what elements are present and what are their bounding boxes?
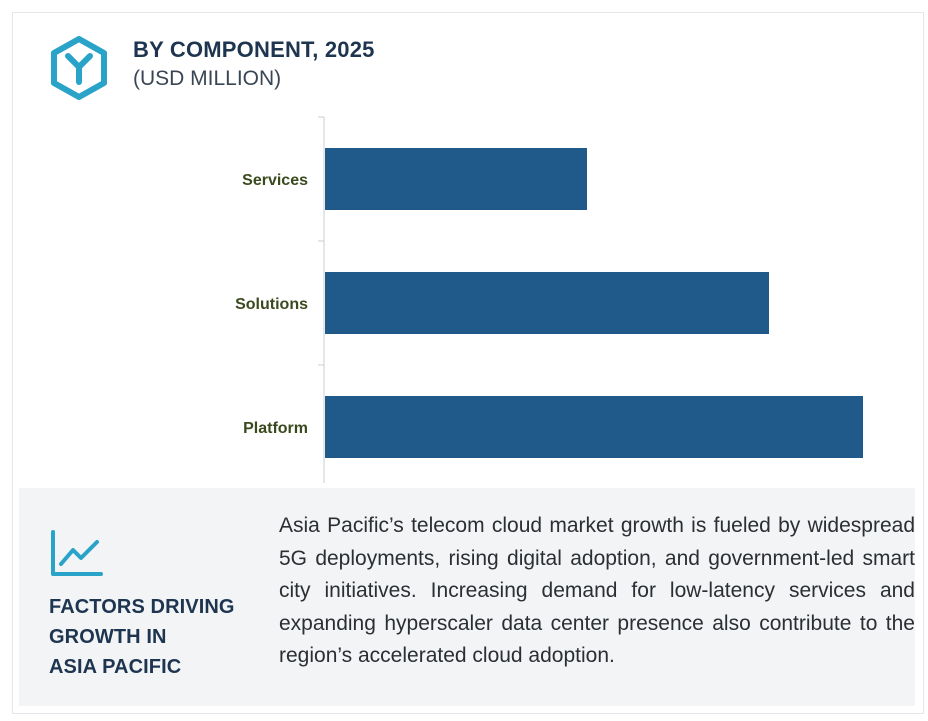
bar-platform [325,396,863,458]
bar-services [325,148,587,210]
factors-title-line-3: ASIA PACIFIC [49,656,182,678]
bar-chart-svg: Services Solutions Platform [235,116,863,483]
chart-subtitle: (USD MILLION) [133,67,282,90]
chart-header: BY COMPONENT, 2025 (USD MILLION) [49,35,649,115]
factors-title-line-1: FACTORS DRIVING [49,596,235,618]
factors-description: Asia Pacific’s telecom cloud market grow… [279,514,915,667]
factors-title: FACTORS DRIVING GROWTH IN ASIA PACIFIC [49,592,259,682]
category-label-solutions: Solutions [235,296,308,313]
hexagon-y-logo-icon [49,35,109,101]
factors-panel: FACTORS DRIVING GROWTH IN ASIA PACIFIC A… [19,488,915,706]
bar-chart: Services Solutions Platform [13,113,923,483]
chart-card: BY COMPONENT, 2025 (USD MILLION) Service… [12,12,924,714]
category-label-services: Services [242,172,308,189]
line-chart-trend-icon [49,530,103,578]
chart-title: BY COMPONENT, 2025 [133,37,375,62]
bar-solutions [325,272,769,334]
category-label-platform: Platform [243,420,308,437]
factors-title-line-2: GROWTH IN [49,626,167,648]
